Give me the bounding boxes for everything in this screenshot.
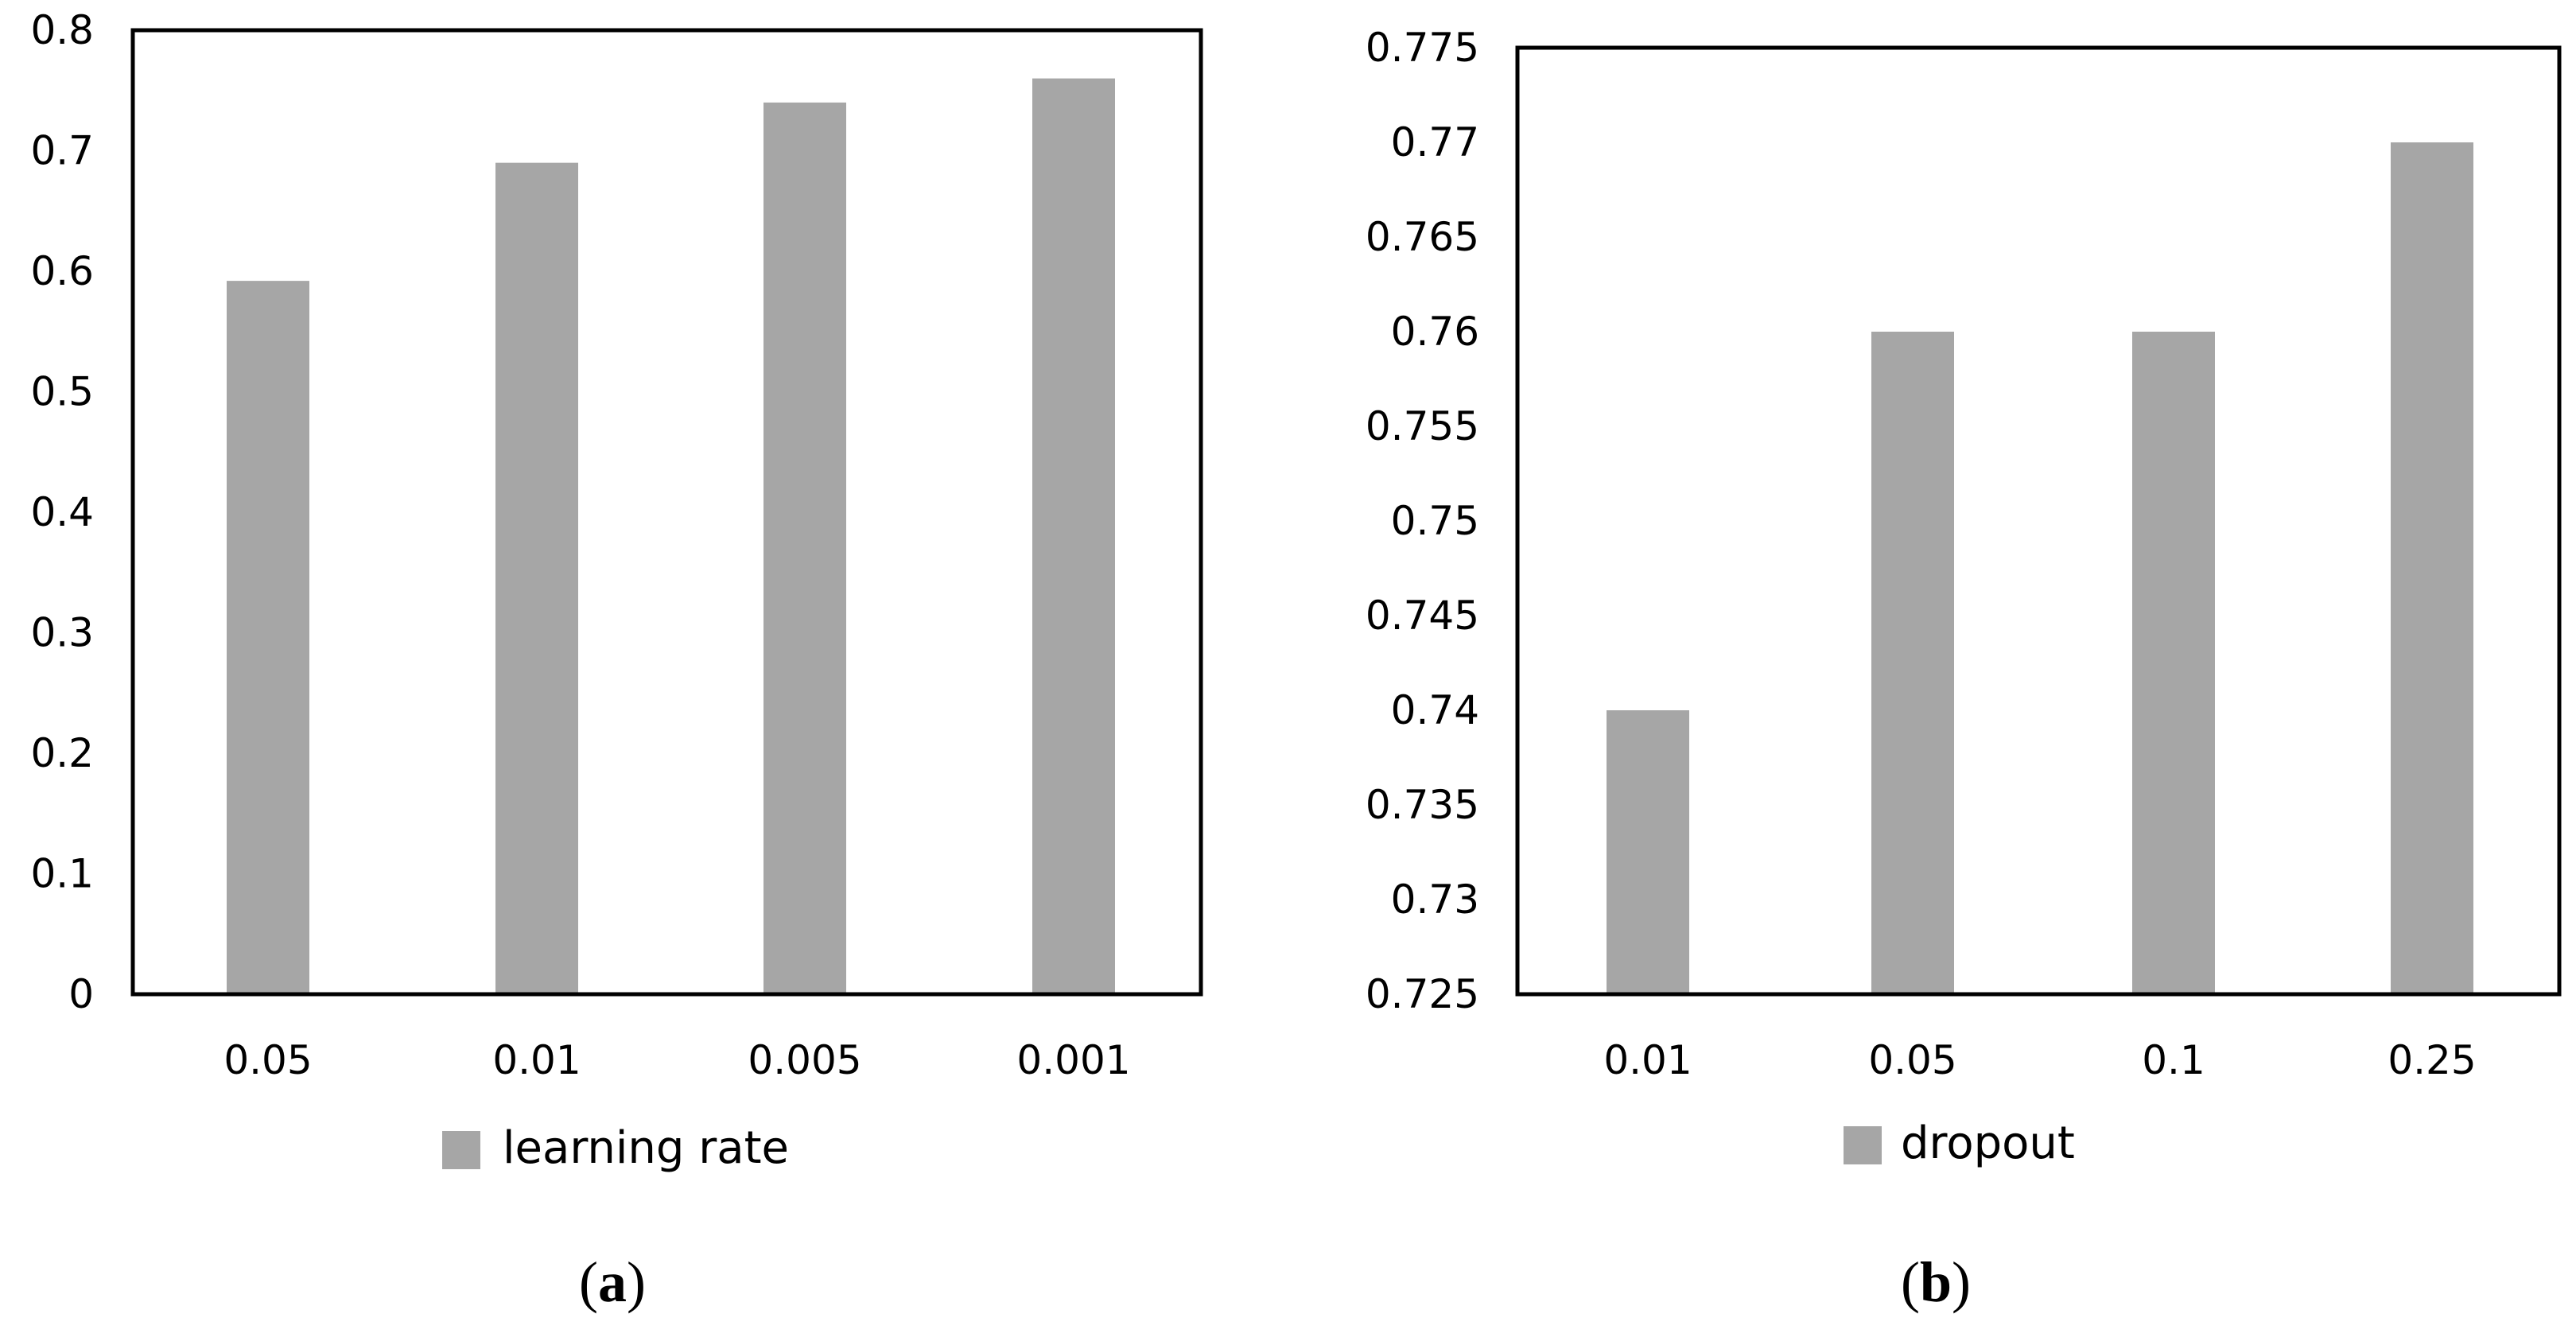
y-tick-label: 0	[68, 971, 94, 1017]
bar	[2132, 332, 2215, 994]
y-tick-label: 0.1	[30, 851, 94, 897]
x-tick-label: 0.05	[223, 1037, 312, 1083]
chart-panel-b: 0.725 0.73 0.735 0.74 0.745 0.75 0.755 0.76 0.76…	[1366, 25, 2562, 1314]
y-tick-label: 0.735	[1366, 782, 1479, 828]
y-tick-label: 0.4	[30, 489, 94, 535]
bar	[227, 281, 309, 994]
y-tick-label: 0.74	[1391, 687, 1479, 733]
panel-caption: (b)	[1901, 1250, 1971, 1314]
x-tick-label: 0.01	[1603, 1037, 1692, 1083]
y-tick-label: 0.745	[1366, 593, 1479, 639]
y-tick-label: 0.765	[1366, 214, 1479, 260]
y-tick-label: 0.76	[1391, 309, 1479, 355]
x-tick-label: 0.001	[1016, 1037, 1130, 1083]
bar	[495, 162, 578, 994]
panel-caption: (a)	[579, 1250, 646, 1314]
y-tick-label: 0.2	[30, 730, 94, 776]
x-tick-label: 0.005	[748, 1037, 861, 1083]
legend-swatch	[442, 1131, 480, 1169]
y-tick-label: 0.3	[30, 610, 94, 656]
bar	[1871, 332, 1954, 994]
x-tick-label: 0.25	[2388, 1037, 2476, 1083]
bar	[763, 102, 846, 994]
y-tick-label: 0.77	[1391, 119, 1479, 165]
bar	[1032, 78, 1115, 995]
y-tick-label: 0.73	[1391, 877, 1479, 923]
y-tick-label: 0.755	[1366, 403, 1479, 449]
legend-swatch	[1844, 1126, 1882, 1164]
x-tick-label: 0.1	[2142, 1037, 2205, 1083]
y-tick-label: 0.5	[30, 369, 94, 415]
legend-label: learning rate	[503, 1122, 789, 1174]
chart-panel-a: 0 0.1 0.2 0.3 0.4 0.5 0.6 0.7 0.8 0.05 0.01 0.005 0.…	[30, 7, 1203, 1314]
bar	[2391, 142, 2473, 994]
y-tick-label: 0.75	[1391, 498, 1479, 544]
y-tick-label: 0.8	[30, 7, 94, 53]
x-tick-label: 0.05	[1868, 1037, 1956, 1083]
y-tick-label: 0.725	[1366, 971, 1479, 1017]
y-tick-label: 0.7	[30, 128, 94, 174]
y-tick-label: 0.6	[30, 248, 94, 294]
x-tick-label: 0.01	[492, 1037, 581, 1083]
y-tick-label: 0.775	[1366, 25, 1479, 71]
legend-label: dropout	[1901, 1118, 2075, 1169]
bar	[1607, 710, 1689, 994]
